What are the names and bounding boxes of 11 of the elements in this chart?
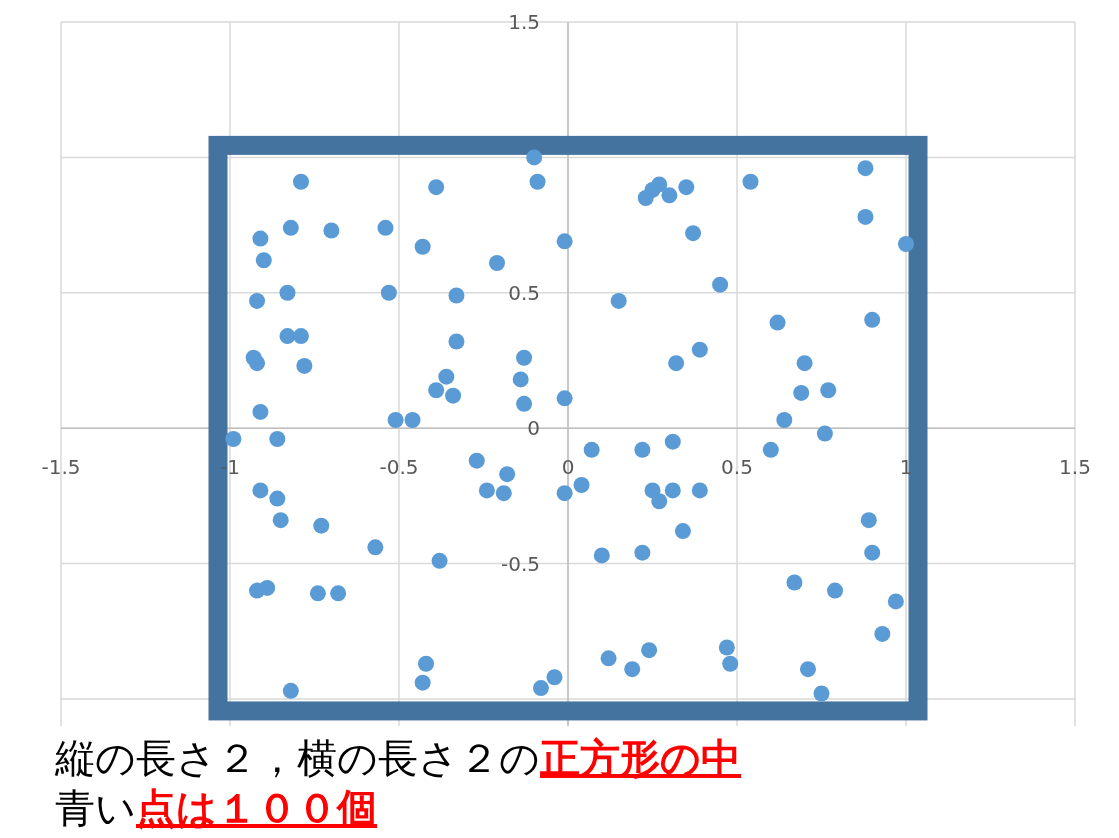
x-tick-label: 0.5 — [721, 455, 753, 480]
x-tick-label: -1.5 — [41, 455, 81, 480]
text: 縦の長さ２，横の長さ２の正方形の中 — [54, 735, 741, 781]
x-tick-label: 0 — [561, 455, 575, 480]
x-tick-label: 1.5 — [1059, 455, 1091, 480]
text: 青い点は１００個 — [55, 785, 377, 831]
y-tick-label: 1.5 — [508, 10, 540, 34]
y-tick-label: -0.5 — [500, 551, 540, 576]
y-tick-label: 0 — [527, 416, 540, 441]
y-tick-label: 0.5 — [508, 280, 540, 305]
x-tick-label: -0.5 — [379, 455, 419, 480]
